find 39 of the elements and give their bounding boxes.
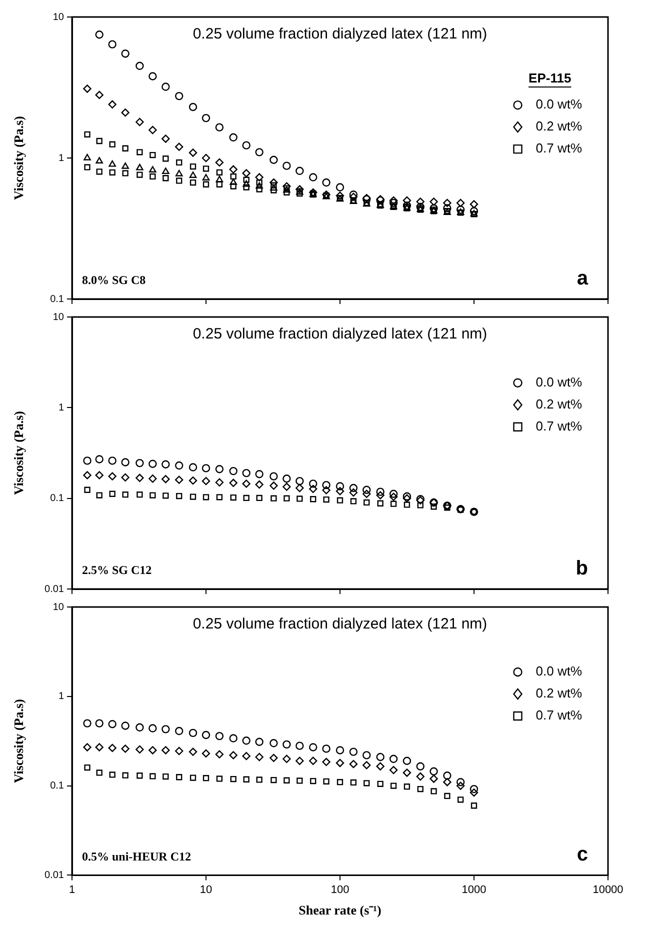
x-tick-label: 10 <box>200 884 212 896</box>
y-axis-title: Viscosity (Pa.s) <box>11 410 26 496</box>
y-tick-label: 0.01 <box>44 870 64 881</box>
y-tick-label: 10 <box>52 312 64 323</box>
y-axis-title: Viscosity (Pa.s) <box>11 116 26 200</box>
x-tick-label: 100 <box>330 884 350 896</box>
x-tick-label: 1 <box>68 884 76 896</box>
legend-title: EP-115 <box>528 70 572 86</box>
annotation: c <box>576 844 588 866</box>
legend-label: 0.2 wt% <box>536 396 582 412</box>
y-axis-title: Viscosity (Pa.s) <box>11 699 26 784</box>
y-tick-label: 1 <box>58 691 64 702</box>
y-tick-label: 10 <box>52 602 64 613</box>
y-tick-label: 10 <box>52 12 64 23</box>
x-axis-title: Shear rate (s⁻¹) <box>298 902 382 918</box>
y-tick-label: 1 <box>58 402 64 414</box>
annotation: 0.25 volume fraction dialyzed latex (121 nm) <box>192 326 488 343</box>
annotation: 0.25 volume fraction dialyzed latex (121 nm) <box>192 26 488 43</box>
y-tick-label: 0.1 <box>50 294 64 305</box>
annotation: 8.0% SG C8 <box>82 273 146 288</box>
legend-label: 0.0 wt% <box>536 664 582 679</box>
legend-label: 0.0 wt% <box>536 374 582 390</box>
y-tick-label: 0.1 <box>50 493 64 504</box>
y-tick-label: 0.01 <box>44 584 64 595</box>
legend-label: 0.2 wt% <box>536 686 582 701</box>
y-tick-label: 0.1 <box>50 780 64 792</box>
annotation: a <box>576 268 589 290</box>
annotation: 0.5% uni-HEUR C12 <box>82 849 192 864</box>
annotation: 2.5% SG C12 <box>82 563 152 578</box>
legend-label: 0.7 wt% <box>536 418 582 434</box>
y-tick-label: 1 <box>58 152 64 164</box>
x-tick-label: 10000 <box>592 884 624 896</box>
legend-label: 0.2 wt% <box>536 118 582 134</box>
annotation: 0.25 volume fraction dialyzed latex (121 nm) <box>192 616 488 633</box>
x-tick-label: 1000 <box>462 884 486 896</box>
legend-label: 0.7 wt% <box>536 140 582 156</box>
annotation: b <box>576 558 588 580</box>
legend-label: 0.0 wt% <box>536 96 582 112</box>
legend-label: 0.7 wt% <box>536 708 582 723</box>
